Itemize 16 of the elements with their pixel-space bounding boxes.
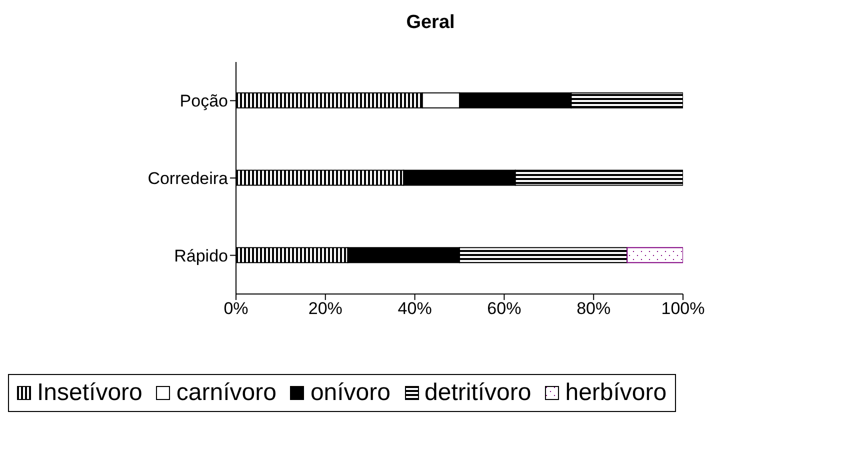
legend-label: onívoro	[310, 379, 390, 407]
legend-label: herbívoro	[565, 379, 667, 407]
x-tick-label: 60%	[487, 299, 522, 318]
legend-label: carnívoro	[176, 379, 276, 407]
x-tick-label: 100%	[661, 299, 705, 318]
x-tick-label: 20%	[308, 299, 342, 318]
x-tick-label: 40%	[398, 299, 432, 318]
y-tick-label: Rápido	[174, 246, 228, 266]
y-tick-label: Corredeira	[148, 169, 229, 188]
x-tick-label: 80%	[576, 299, 611, 318]
y-tick-label: Poção	[180, 92, 228, 111]
legend-label: detritívoro	[424, 379, 532, 407]
bar	[626, 247, 683, 264]
legend-label: Insetívoro	[37, 379, 142, 407]
chart-title: Geral	[405, 12, 456, 35]
x-tick-label: 0%	[224, 299, 248, 318]
